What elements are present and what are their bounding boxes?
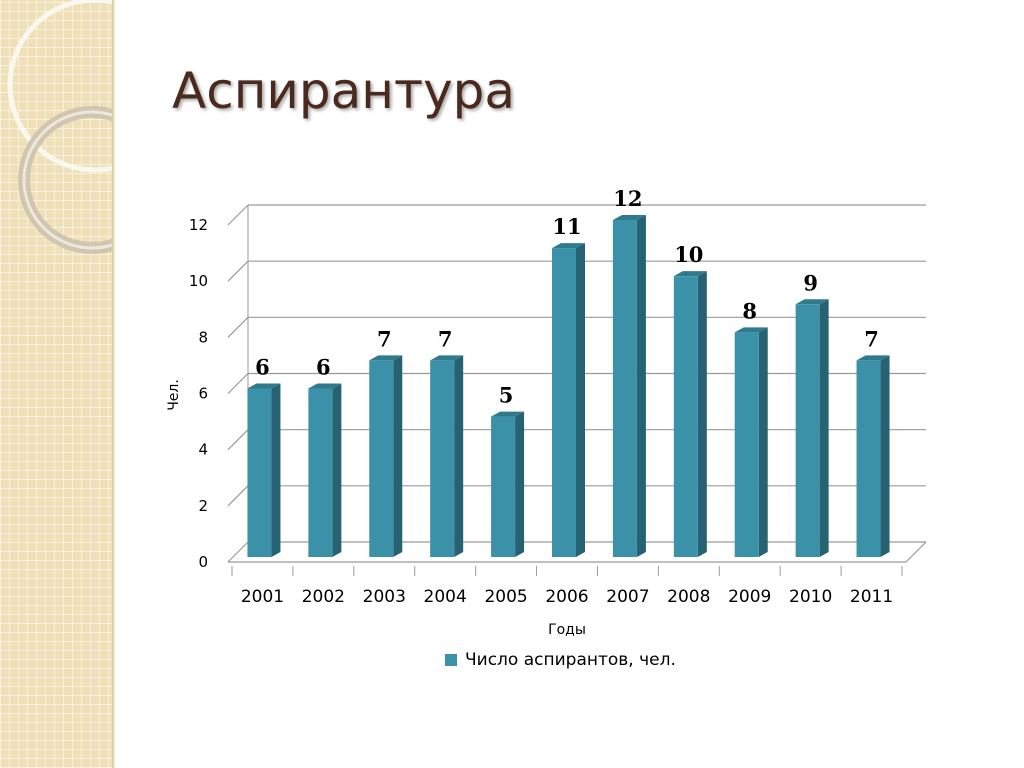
strip-edge (112, 0, 115, 768)
y-tick-label: 10 (189, 272, 208, 290)
data-label: 11 (552, 214, 581, 239)
bar (734, 327, 768, 557)
bar (673, 271, 707, 557)
y-tick-label: 2 (198, 497, 208, 515)
x-tick-label: 2008 (667, 587, 710, 607)
x-tick-label: 2004 (424, 587, 467, 607)
data-label: 6 (316, 355, 331, 380)
y-tick-label: 8 (198, 328, 208, 346)
data-labels: 6 6 7 7 5 11 12 10 8 9 7 (255, 186, 879, 408)
decorative-side-strip (0, 0, 112, 768)
decorative-rings (7, 0, 112, 254)
x-axis-categories: 2001 2002 2003 2004 2005 2006 2007 2008 2009 2010… (231, 566, 903, 607)
gridline (227, 204, 926, 226)
bar (308, 383, 342, 557)
data-label: 12 (613, 186, 642, 211)
legend-swatch (445, 654, 457, 666)
slide-title: Аспирантура (172, 62, 516, 120)
bar (491, 411, 525, 557)
bar (856, 355, 890, 557)
data-label: 7 (438, 326, 453, 351)
y-tick-label: 12 (189, 216, 208, 234)
bar (369, 355, 403, 557)
x-tick-label: 2003 (363, 587, 406, 607)
data-label: 7 (377, 326, 392, 351)
x-tick-label: 2005 (484, 587, 527, 607)
bar (247, 383, 281, 557)
bar (612, 215, 646, 557)
y-axis-ticks: 0 2 4 6 8 10 12 (189, 216, 208, 571)
y-tick-label: 4 (198, 441, 208, 459)
data-label: 8 (742, 298, 757, 323)
data-label: 6 (255, 355, 270, 380)
data-label: 9 (803, 270, 818, 295)
x-tick-label: 2002 (302, 587, 345, 607)
data-label: 7 (864, 326, 879, 351)
chart-legend: Число аспирантов, чел. (445, 650, 676, 670)
bar (795, 299, 829, 557)
x-axis-title: Годы (548, 622, 586, 638)
x-tick-label: 2007 (606, 587, 649, 607)
x-tick-label: 2006 (545, 587, 588, 607)
y-axis-title: Чел. (166, 379, 182, 411)
legend-label: Число аспирантов, чел. (465, 650, 676, 670)
y-tick-label: 6 (198, 385, 208, 403)
x-tick-label: 2009 (728, 587, 771, 607)
y-tick-label: 0 (198, 553, 208, 571)
x-tick-label: 2001 (241, 587, 284, 607)
data-label: 10 (674, 242, 703, 267)
bar (430, 355, 464, 557)
gridline (227, 260, 926, 282)
x-tick-label: 2011 (850, 587, 893, 607)
x-tick-label: 2010 (789, 587, 832, 607)
chart-bars (247, 215, 890, 558)
data-label: 5 (499, 383, 514, 408)
bar (552, 243, 585, 558)
